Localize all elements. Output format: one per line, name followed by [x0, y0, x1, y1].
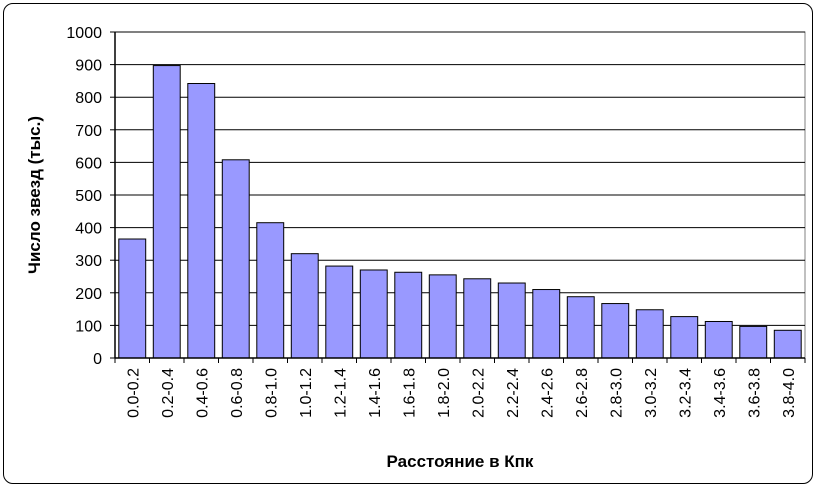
bar-0.6-0.8 [221, 159, 250, 359]
bar-0.8-1.0 [256, 222, 285, 359]
x-tick-label: 1.6-1.8 [401, 368, 418, 418]
bar-1.0-1.2 [290, 253, 319, 359]
y-tick-label: 200 [75, 286, 102, 303]
bar-3.2-3.4 [670, 316, 699, 359]
x-tick-label: 2.4-2.6 [539, 368, 556, 418]
x-tick-label: 0.2-0.4 [160, 368, 177, 418]
x-tick-label: 2.8-3.0 [608, 368, 625, 418]
bar-3.8-4.0 [773, 329, 802, 359]
y-tick-label: 700 [75, 123, 102, 140]
x-tick-label: 3.2-3.4 [677, 368, 694, 418]
bars [118, 65, 802, 359]
x-tick-label: 1.8-2.0 [436, 368, 453, 418]
bar-0.0-0.2 [118, 238, 147, 359]
bar-3.6-3.8 [739, 325, 768, 359]
y-tick-label: 800 [75, 90, 102, 107]
bar-3.0-3.2 [635, 309, 664, 359]
y-tick-label: 300 [75, 253, 102, 270]
bar-3.4-3.6 [704, 320, 733, 359]
y-tick-label: 400 [75, 221, 102, 238]
x-axis-title: Расстояние в Кпк [387, 452, 534, 471]
bar-0.4-0.6 [187, 83, 216, 359]
x-tick-label: 2.2-2.4 [505, 368, 522, 418]
bar-2.2-2.4 [497, 282, 526, 359]
y-tick-label: 600 [75, 155, 102, 172]
bar-1.4-1.6 [359, 269, 388, 359]
bar-1.8-2.0 [428, 274, 457, 359]
x-tick-label: 1.2-1.4 [332, 368, 349, 418]
bar-1.6-1.8 [394, 271, 423, 359]
bar-0.2-0.4 [152, 65, 181, 359]
bar-2.8-3.0 [601, 303, 630, 359]
x-tick-label: 2.6-2.8 [574, 368, 591, 418]
bar-2.4-2.6 [532, 289, 561, 359]
y-tick-label: 0 [93, 351, 102, 368]
y-tick-label: 900 [75, 58, 102, 75]
axes [114, 32, 805, 359]
y-tick-labels: 0 100 200 300 400 500 600 700 800 900 1000 [66, 25, 102, 368]
bar-1.2-1.4 [325, 265, 354, 359]
x-tick-label: 0.0-0.2 [125, 368, 142, 418]
x-tick-label: 3.0-3.2 [643, 368, 660, 418]
x-tick-label: 3.8-4.0 [781, 368, 798, 418]
x-tick-label: 2.0-2.2 [470, 368, 487, 418]
x-tick-label: 0.6-0.8 [229, 368, 246, 418]
y-tick-label: 500 [75, 188, 102, 205]
x-tick-label: 1.0-1.2 [298, 368, 315, 418]
y-axis-title: Число звезд (тыс.) [25, 116, 44, 274]
x-tick-label: 0.4-0.6 [194, 368, 211, 418]
bar-2.0-2.2 [463, 278, 492, 359]
bar-2.6-2.8 [566, 296, 595, 359]
x-tick-label: 0.8-1.0 [263, 368, 280, 418]
y-tick-label: 1000 [66, 25, 102, 42]
x-tick-label: 3.6-3.8 [746, 368, 763, 418]
x-tick-label: 1.4-1.6 [367, 368, 384, 418]
chart-frame [3, 3, 813, 484]
y-tick-label: 100 [75, 318, 102, 335]
x-tick-label: 3.4-3.6 [712, 368, 729, 418]
x-tick-labels: 0.0-0.2 0.2-0.4 0.4-0.6 0.6-0.8 0.8-1.0 1.0-1… [125, 368, 798, 418]
